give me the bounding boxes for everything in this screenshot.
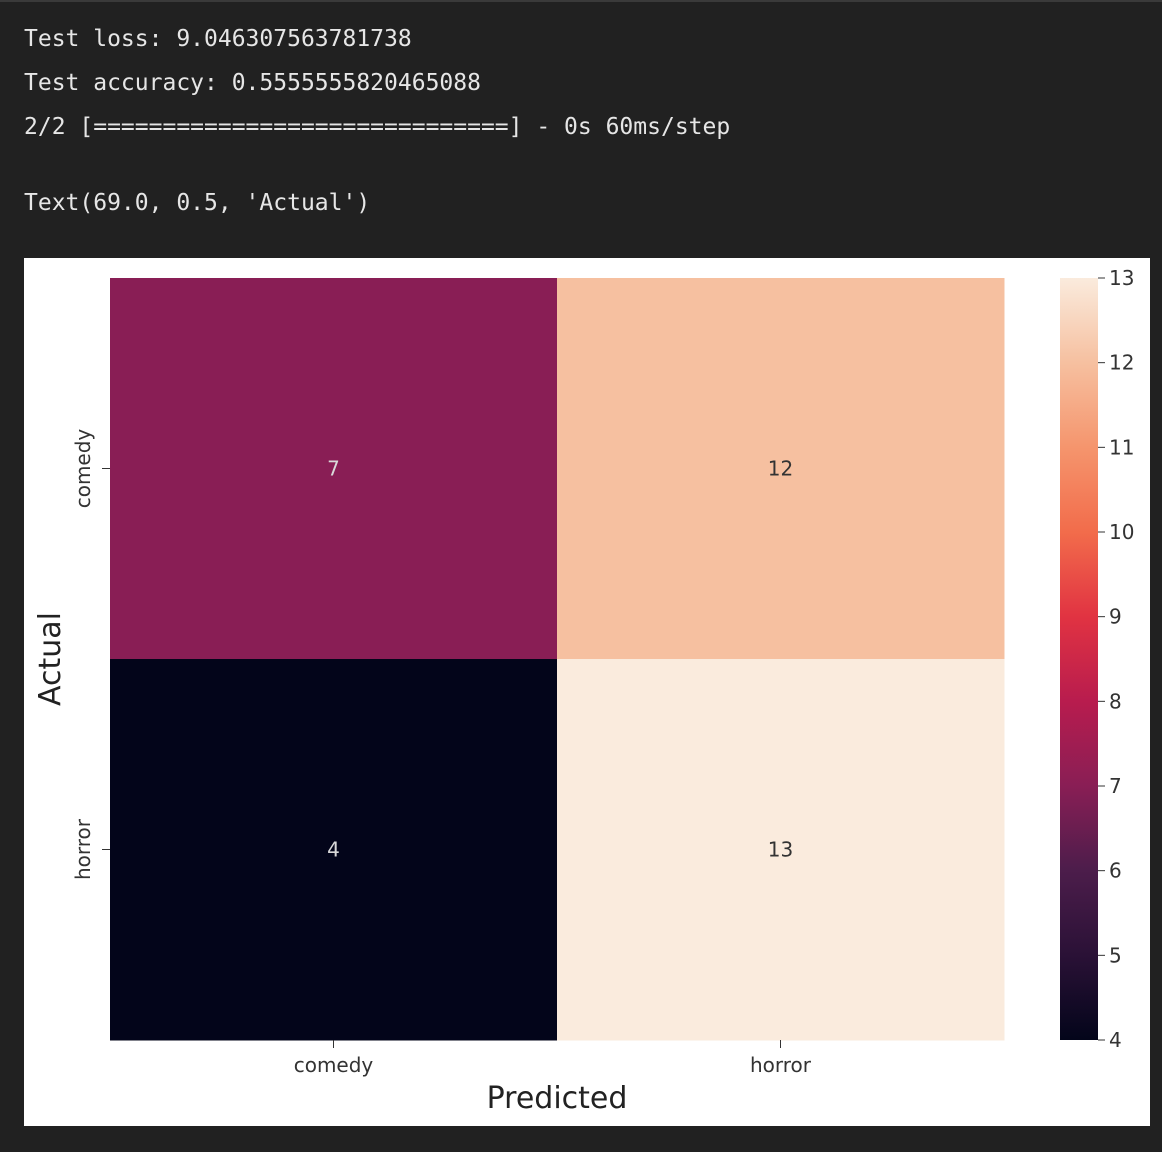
test-accuracy-line: Test accuracy: 0.5555555820465088 <box>24 70 481 96</box>
heatmap-cell <box>110 278 558 660</box>
colorbar-tick-label: 6 <box>1109 859 1122 883</box>
colorbar-tick-label: 5 <box>1109 943 1122 967</box>
y-tick-label: comedy <box>71 429 95 509</box>
colorbar-tick-label: 12 <box>1109 351 1134 375</box>
colorbar-tick-label: 7 <box>1109 774 1122 798</box>
cell-annotation: 13 <box>768 838 793 862</box>
progress-line: 2/2 [==============================] - 0… <box>24 114 731 140</box>
confusion-matrix-heatmap: 7 12 4 13 comedy horror comedy horror Predicted… <box>33 266 1134 1116</box>
test-loss-line: Test loss: 9.046307563781738 <box>24 26 412 52</box>
colorbar-tick-label: 11 <box>1109 435 1134 459</box>
cell-annotation: 4 <box>327 838 340 862</box>
x-axis-label: Predicted <box>487 1081 628 1116</box>
colorbar-tick-label: 13 <box>1109 266 1134 290</box>
colorbar <box>1060 278 1098 1040</box>
heatmap-cell <box>557 278 1005 660</box>
confusion-matrix-figure: 7 12 4 13 comedy horror comedy horror Predicted… <box>24 258 1150 1126</box>
heatmap-cell <box>110 659 558 1041</box>
cell-annotation: 7 <box>327 457 340 481</box>
y-axis-label: Actual <box>33 612 68 706</box>
cell-annotation: 12 <box>768 457 793 481</box>
text-repr-line: Text(69.0, 0.5, 'Actual') <box>24 190 371 216</box>
cell-top-border <box>0 0 1162 2</box>
y-tick-label: horror <box>71 818 95 880</box>
heatmap-cell <box>557 659 1005 1041</box>
x-tick-label: comedy <box>294 1053 374 1077</box>
colorbar-tick-label: 9 <box>1109 605 1122 629</box>
colorbar-tick-label: 10 <box>1109 520 1134 544</box>
colorbar-tick-label: 4 <box>1109 1028 1122 1052</box>
x-tick-label: horror <box>750 1053 812 1077</box>
colorbar-tick-label: 8 <box>1109 689 1122 713</box>
cell-output: Test loss: 9.046307563781738 Test accura… <box>24 22 730 216</box>
